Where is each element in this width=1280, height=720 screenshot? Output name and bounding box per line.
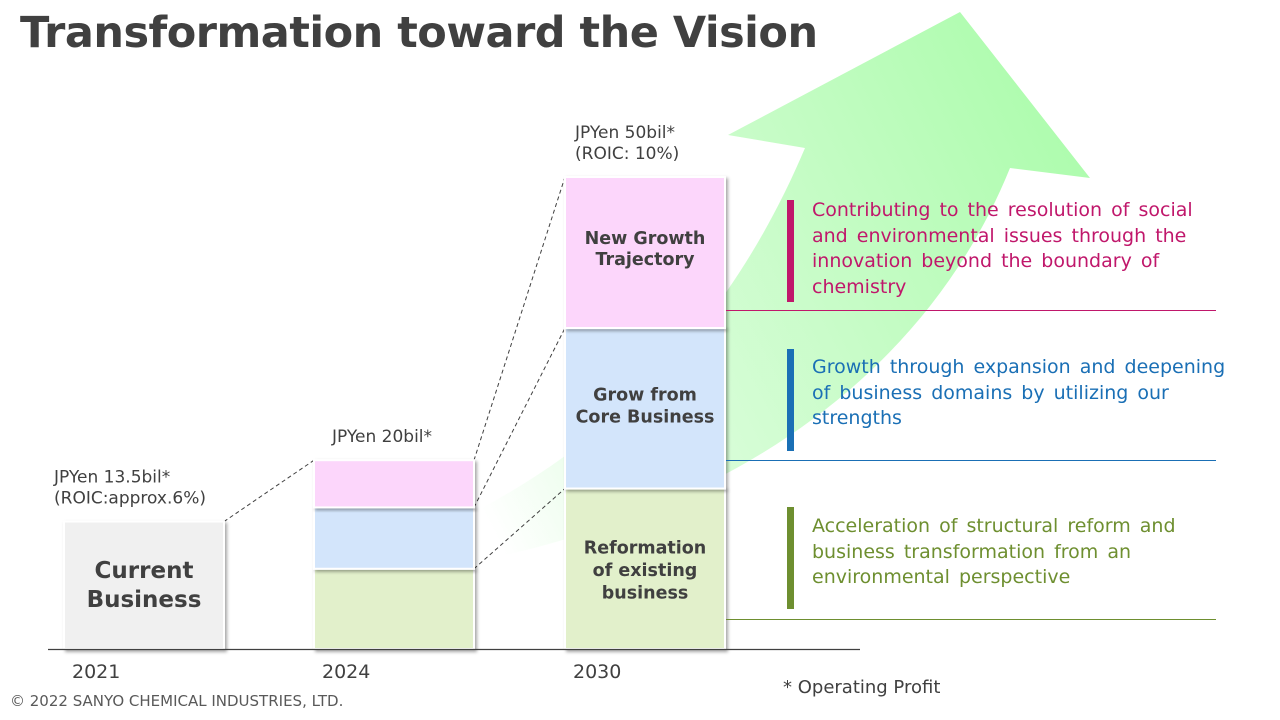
core-accent-bar [787,349,794,451]
separator-core [726,460,1216,461]
year-label-2030: 2030 [573,661,621,683]
bar-current-2021 [63,520,225,650]
connector-line-1-0 [473,176,566,461]
annotation-2021-line-2: (ROIC:approx.6%) [54,489,206,509]
label-new-growth-line-2: Trajectory [595,250,695,270]
label-current-business-line-2: Business [87,587,202,613]
footnote: * Operating Profit [783,677,941,698]
copyright: © 2022 SANYO CHEMICAL INDUSTRIES, LTD. [10,692,344,710]
label-current-business-line-1: Current [95,558,194,584]
growth-arrow [228,12,1090,603]
bar-annotations: 2021 2024 2030 Current Business New GrowthTra… [53,123,714,683]
connector-lines [223,176,566,570]
annotation-2021-line-1: JPYen 13.5bil* [53,468,170,488]
reformation-accent-bar [787,507,794,609]
label-new-growth-line-1: New Growth [585,229,706,249]
bar-core-2024 [313,506,475,570]
year-label-2021: 2021 [72,661,120,683]
label-reformation-line-3: business [602,583,689,603]
separator-new-growth [726,310,1216,311]
connector-line-1-1 [473,488,566,570]
description-core: Growth through expansion and deepening o… [812,356,1226,429]
label-reformation-line-1: Reformation [584,538,707,558]
label-grow-core-line-2: Core Business [576,407,715,427]
description-new-growth: Contributing to the resolution of social… [812,199,1193,298]
connector-line-1-2 [473,327,566,508]
growth-accent-bar [787,200,794,302]
annotation-2024-line-1: JPYen 20bil* [331,427,432,447]
bar-growth-2030 [564,176,726,330]
annotation-2030-line-1: JPYen 50bil* [574,123,675,143]
bar-reformation-2024 [313,567,475,651]
connector-line-0-0 [223,459,315,522]
bars [63,176,726,651]
label-reformation-line-2: of existing [593,561,698,581]
bar-growth-2024 [313,459,475,509]
year-label-2024: 2024 [322,661,370,683]
slide-title: Transformation toward the Vision [20,8,818,58]
separator-reformation [726,619,1216,620]
label-grow-core-line-1: Grow from [593,385,697,405]
description-reformation: Acceleration of structural reform and bu… [812,515,1176,588]
annotation-2030-line-2: (ROIC: 10%) [575,144,679,164]
